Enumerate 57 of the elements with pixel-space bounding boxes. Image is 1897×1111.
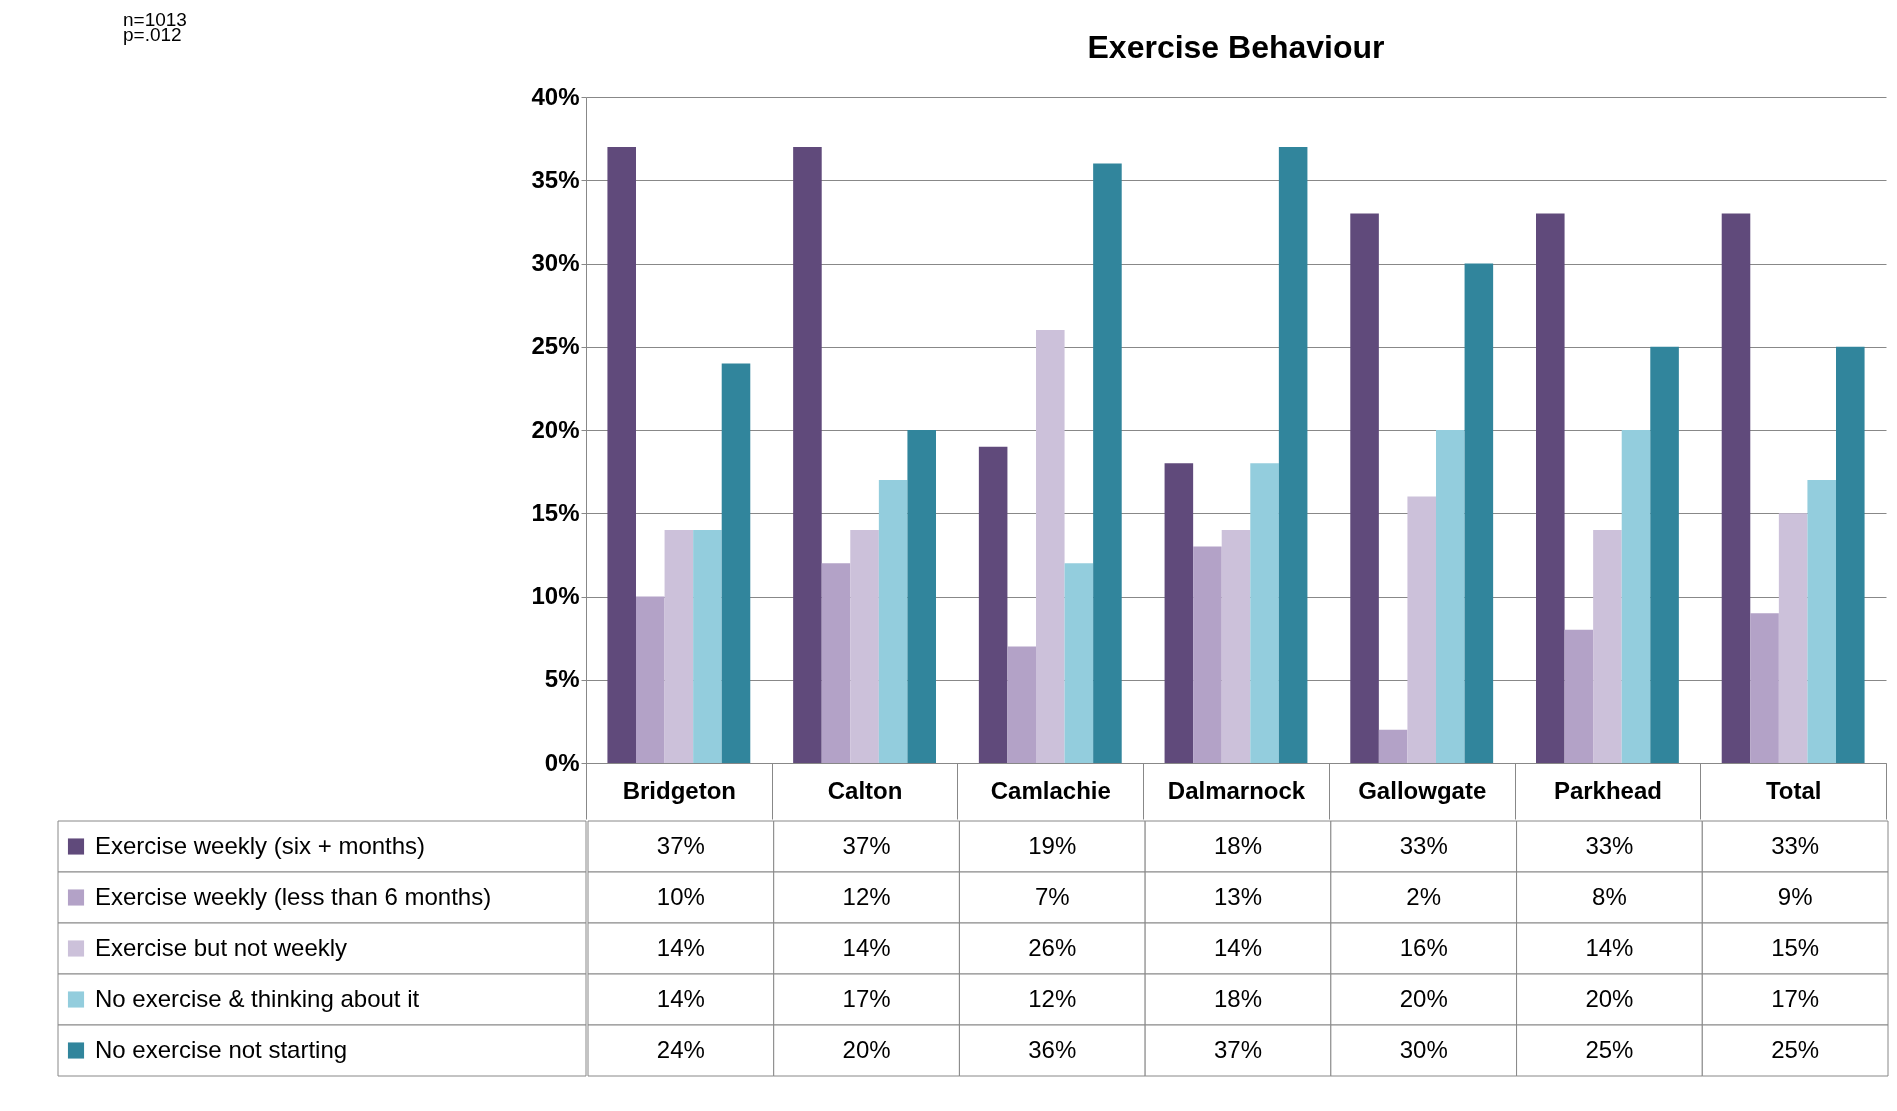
legend-label: No exercise & thinking about it bbox=[95, 984, 420, 1012]
y-tick-label: 35% bbox=[531, 165, 580, 193]
data-label: 33% bbox=[1399, 831, 1448, 859]
x-tick-label: Dalmarnock bbox=[1167, 776, 1306, 804]
y-tick-label: 25% bbox=[531, 332, 580, 360]
data-label: 20% bbox=[1585, 984, 1634, 1012]
data-label: 36% bbox=[1028, 1035, 1077, 1063]
y-tick-label: 40% bbox=[531, 82, 580, 110]
x-tick-label: Total bbox=[1765, 776, 1822, 804]
x-tick-label: Camlachie bbox=[990, 776, 1111, 804]
data-label: 20% bbox=[1399, 984, 1448, 1012]
y-tick-label: 20% bbox=[531, 415, 580, 443]
legend-label: Exercise weekly (six + months) bbox=[95, 831, 426, 859]
data-label: 37% bbox=[842, 831, 891, 859]
data-label: 18% bbox=[1213, 984, 1263, 1012]
data-label: 14% bbox=[656, 933, 705, 961]
data-label: 16% bbox=[1399, 933, 1448, 961]
data-label: 17% bbox=[842, 984, 891, 1012]
data-label: 8% bbox=[1592, 882, 1627, 910]
data-label: 19% bbox=[1028, 831, 1077, 859]
data-label: 20% bbox=[842, 1035, 891, 1063]
x-tick-label: Bridgeton bbox=[622, 776, 737, 804]
data-label: 14% bbox=[842, 933, 891, 961]
y-tick-label: 0% bbox=[544, 748, 580, 776]
legend-label: No exercise not starting bbox=[95, 1035, 348, 1063]
data-label: 14% bbox=[1213, 933, 1263, 961]
data-label: 9% bbox=[1777, 882, 1813, 910]
legend-label: Exercise weekly (less than 6 months) bbox=[95, 882, 492, 910]
data-label: 37% bbox=[656, 831, 705, 859]
data-label: 2% bbox=[1406, 882, 1442, 910]
data-label: 26% bbox=[1028, 933, 1077, 961]
y-tick-label: 15% bbox=[531, 498, 580, 526]
data-label: 18% bbox=[1213, 831, 1263, 859]
data-label: 25% bbox=[1771, 1035, 1820, 1063]
x-tick-label: Parkhead bbox=[1553, 776, 1662, 804]
data-label: 15% bbox=[1771, 933, 1820, 961]
x-tick-label: Calton bbox=[827, 776, 903, 804]
data-label: 33% bbox=[1585, 831, 1634, 859]
data-label: 7% bbox=[1034, 882, 1070, 910]
x-tick-label: Gallowgate bbox=[1358, 776, 1487, 804]
y-tick-label: 10% bbox=[531, 582, 580, 609]
data-label: 24% bbox=[656, 1035, 705, 1063]
data-label: 30% bbox=[1399, 1035, 1448, 1063]
data-label: 13% bbox=[1213, 882, 1263, 910]
data-label: 25% bbox=[1585, 1035, 1634, 1063]
y-tick-label: 5% bbox=[544, 665, 580, 693]
data-label: 33% bbox=[1771, 831, 1820, 859]
data-label: 12% bbox=[842, 882, 891, 910]
y-tick-label: 30% bbox=[531, 249, 580, 276]
data-label: 37% bbox=[1213, 1035, 1263, 1063]
data-label: 12% bbox=[1028, 984, 1077, 1012]
data-label: 14% bbox=[656, 984, 705, 1012]
chart-title: Exercise Behaviour bbox=[1087, 29, 1385, 65]
data-label: 17% bbox=[1771, 984, 1820, 1012]
data-label: 14% bbox=[1585, 933, 1634, 961]
legend-label: Exercise but not weekly bbox=[95, 933, 348, 961]
data-label: 10% bbox=[656, 882, 705, 910]
